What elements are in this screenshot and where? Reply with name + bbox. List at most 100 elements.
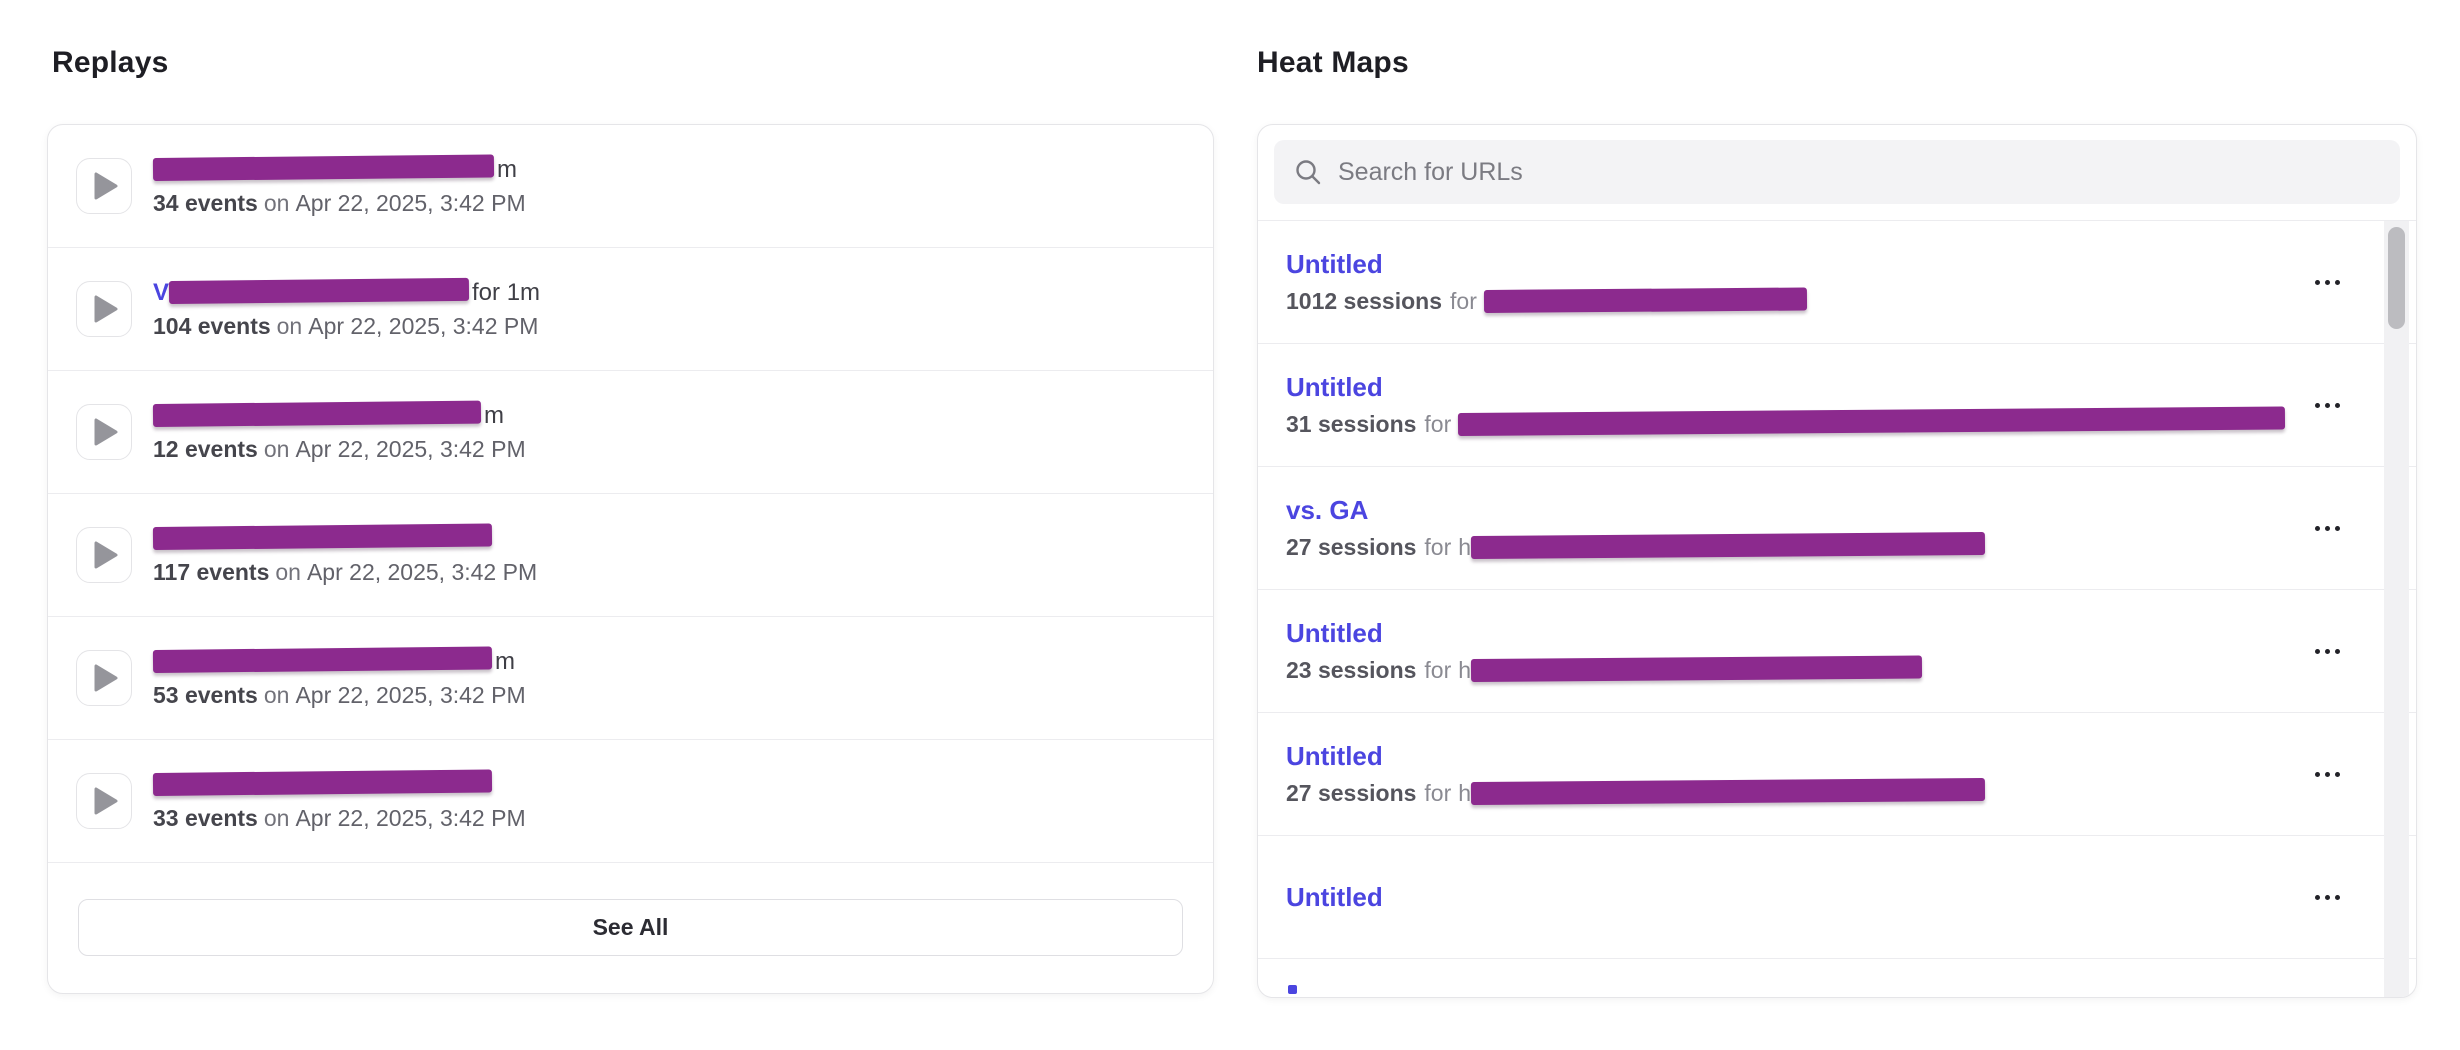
replay-timestamp: Apr 22, 2025, 3:42 PM: [306, 559, 538, 585]
session-count: 27 sessions: [1286, 534, 1417, 560]
play-icon: [94, 664, 118, 692]
play-icon: [94, 787, 118, 815]
heatmap-info: Untitled 31 sessions for: [1286, 371, 2286, 439]
replay-name-line: [152, 769, 526, 800]
url-fragment: h: [1458, 534, 1472, 560]
visitor-name-link[interactable]: V: [153, 277, 470, 306]
heatmap-title-link[interactable]: Untitled: [1286, 372, 1383, 402]
play-button[interactable]: [76, 650, 132, 706]
search-box: [1274, 140, 2400, 204]
see-all-button[interactable]: See All: [78, 899, 1183, 956]
redaction-bar: [1458, 406, 2286, 436]
redaction-bar: [152, 400, 482, 427]
session-count: 27 sessions: [1286, 780, 1417, 806]
redaction-bar: [1470, 655, 1923, 682]
play-button[interactable]: [76, 773, 132, 829]
heatmaps-heading: Heat Maps: [1257, 46, 1409, 79]
visit-duration-fragment: m: [497, 156, 517, 183]
play-icon: [94, 295, 118, 323]
replays-footer: See All: [48, 863, 1213, 992]
heatmap-info: Untitled: [1286, 881, 1383, 914]
visitor-name-link[interactable]: [152, 523, 493, 552]
heatmap-title-link[interactable]: vs. GA: [1286, 495, 1369, 525]
replay-meta: 33 events on Apr 22, 2025, 3:42 PM: [153, 805, 526, 831]
replay-info: m 34 events on Apr 22, 2025, 3:42 PM: [152, 154, 526, 218]
redaction-bar: [168, 277, 470, 304]
replay-timestamp: Apr 22, 2025, 3:42 PM: [295, 436, 526, 462]
search-icon: [1296, 160, 1321, 185]
redaction-bar: [152, 769, 493, 796]
heatmap-subtitle: 31 sessions for: [1286, 406, 2286, 439]
visit-duration-fragment: m: [495, 648, 515, 675]
heatmap-info: Untitled 1012 sessions for: [1286, 248, 1807, 316]
replay-row: 33 events on Apr 22, 2025, 3:42 PM: [48, 740, 1213, 863]
heatmap-title-link[interactable]: Untitled: [1286, 741, 1383, 771]
replay-name-line: [152, 523, 537, 554]
redaction-bar: [1470, 531, 1986, 559]
replay-timestamp: Apr 22, 2025, 3:42 PM: [295, 190, 526, 216]
row-menu-button[interactable]: [2311, 274, 2344, 291]
redaction-bar: [1470, 777, 1986, 805]
play-button[interactable]: [76, 404, 132, 460]
row-menu-button[interactable]: [2311, 643, 2344, 660]
replay-timestamp: Apr 22, 2025, 3:42 PM: [295, 805, 526, 831]
scrollbar-thumb[interactable]: [2388, 227, 2405, 329]
replay-row: m 53 events on Apr 22, 2025, 3:42 PM: [48, 617, 1213, 740]
visit-duration-fragment: for 1m: [472, 279, 541, 306]
visitor-name-link[interactable]: [152, 646, 493, 675]
replays-heading: Replays: [52, 46, 169, 79]
heatmap-row: vs. GA 27 sessions for h: [1258, 467, 2416, 590]
heatmap-title-link[interactable]: Untitled: [1286, 881, 1383, 912]
event-count: 34 events: [153, 190, 258, 216]
row-menu-button[interactable]: [2311, 889, 2344, 906]
visitor-name-link[interactable]: [152, 154, 495, 183]
scrollbar-track[interactable]: [2384, 221, 2409, 997]
replay-row: 117 events on Apr 22, 2025, 3:42 PM: [48, 494, 1213, 617]
heatmap-title-link[interactable]: Untitled: [1286, 249, 1383, 279]
heatmap-subtitle: 27 sessions for h: [1286, 777, 1986, 808]
event-count: 53 events: [153, 682, 258, 708]
row-menu-button[interactable]: [2311, 520, 2344, 537]
ellipsis-icon: [2315, 771, 2320, 777]
replay-meta: 104 events on Apr 22, 2025, 3:42 PM: [153, 313, 539, 339]
row-menu-button[interactable]: [2311, 397, 2344, 414]
row-menu-button[interactable]: [2311, 766, 2344, 783]
search-urls-input[interactable]: [1336, 156, 2380, 188]
url-fragment: h: [1458, 780, 1472, 806]
play-button[interactable]: [76, 281, 132, 337]
replay-row: m 12 events on Apr 22, 2025, 3:42 PM: [48, 371, 1213, 494]
heatmap-subtitle: 1012 sessions for: [1286, 286, 1807, 316]
event-count: 12 events: [153, 436, 258, 462]
replay-info: m 53 events on Apr 22, 2025, 3:42 PM: [152, 646, 526, 710]
replay-name-line: m: [152, 400, 526, 431]
heatmap-title-link[interactable]: Untitled: [1286, 618, 1383, 648]
replay-row: m 34 events on Apr 22, 2025, 3:42 PM: [48, 125, 1213, 248]
play-button[interactable]: [76, 158, 132, 214]
replay-timestamp: Apr 22, 2025, 3:42 PM: [295, 682, 526, 708]
heatmap-info: Untitled 23 sessions for h: [1286, 617, 1923, 685]
replay-meta: 34 events on Apr 22, 2025, 3:42 PM: [153, 190, 526, 216]
replays-panel: Replays m 34 events on Apr 22, 2025, 3:42 …: [47, 44, 1214, 994]
search-bar-area: [1258, 125, 2416, 221]
event-count: 33 events: [153, 805, 258, 831]
ellipsis-icon: [2315, 648, 2320, 654]
visitor-name-link[interactable]: [152, 769, 493, 798]
replay-name-line: m: [152, 646, 526, 677]
replay-info: m 12 events on Apr 22, 2025, 3:42 PM: [152, 400, 526, 464]
replay-timestamp: Apr 22, 2025, 3:42 PM: [308, 313, 539, 339]
replay-name-line: m: [152, 154, 526, 185]
visitor-name-link[interactable]: [152, 400, 482, 429]
play-button[interactable]: [76, 527, 132, 583]
ellipsis-icon: [2315, 525, 2320, 531]
heatmap-info: vs. GA 27 sessions for h: [1286, 494, 1986, 562]
replay-meta: 117 events on Apr 22, 2025, 3:42 PM: [153, 559, 538, 585]
heatmap-list: Untitled 1012 sessions for Untitled 31 se…: [1258, 221, 2416, 959]
heatmap-info: Untitled 27 sessions for h: [1286, 740, 1986, 808]
